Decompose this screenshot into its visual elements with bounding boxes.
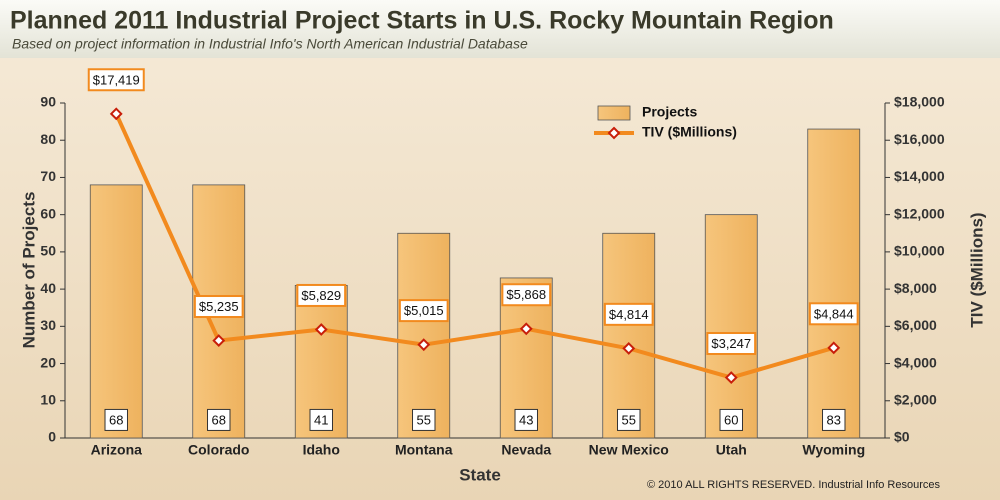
bar-value-label-box	[309, 408, 333, 431]
bar-value-label: 41	[314, 412, 328, 427]
y-tick-label: 90	[40, 94, 56, 110]
line-value-label-box	[603, 302, 654, 326]
line-value-label-box	[193, 295, 244, 319]
bar-value-label-box	[617, 408, 641, 431]
y2-tick-label: $4,000	[894, 354, 937, 370]
marker	[212, 334, 226, 347]
y2-axis-title: TIV ($Millions)	[967, 212, 986, 327]
footer: © 2010 ALL RIGHTS RESERVED. Industrial I…	[647, 479, 941, 491]
bar	[602, 232, 656, 439]
legend-label: TIV ($Millions)	[642, 124, 737, 140]
line-value-label-box	[501, 283, 552, 307]
line-value-label: $4,814	[609, 307, 649, 322]
bar-value-label-box	[822, 408, 846, 431]
bar-value-label: 43	[519, 412, 533, 427]
line-value-label: $5,015	[404, 303, 444, 318]
y2-tick-label: $2,000	[894, 391, 937, 407]
marker	[109, 107, 123, 121]
bar-value-label-box	[514, 408, 538, 431]
chart-title: Planned 2011 Industrial Project Starts i…	[10, 7, 834, 35]
x-tick-label: Montana	[395, 442, 453, 458]
bar-value-label: 60	[724, 412, 738, 427]
bar-value-label-box	[207, 408, 231, 431]
marker	[417, 338, 431, 352]
bar-value-label-box	[412, 408, 436, 431]
legend-marker	[607, 126, 621, 140]
bar	[807, 128, 861, 439]
line-value-label: $5,868	[506, 287, 546, 302]
x-tick-label: Arizona	[91, 442, 143, 458]
line-value-label-box	[296, 283, 347, 307]
line-value-label: $5,235	[199, 299, 239, 314]
y-tick-label: 40	[40, 280, 56, 296]
x-tick-label: Utah	[716, 442, 747, 458]
bar-value-label: 68	[109, 412, 123, 427]
bar-value-label: 83	[827, 412, 841, 427]
line-value-label-box	[398, 299, 449, 323]
line-value-label: $17,419	[93, 72, 140, 87]
x-tick-label: Wyoming	[802, 442, 865, 458]
marker	[724, 371, 738, 384]
y-tick-label: 0	[48, 429, 56, 445]
chart-subtitle: Based on project information in Industri…	[12, 36, 528, 52]
y-tick-label: 50	[40, 243, 56, 259]
header	[0, 0, 1000, 58]
line-value-label: $4,844	[814, 306, 854, 321]
bar	[397, 232, 451, 439]
bar-value-label: 55	[417, 412, 431, 427]
marker	[519, 322, 533, 336]
line-value-label-box	[706, 332, 757, 356]
y2-tick-label: $0	[894, 429, 910, 445]
line-value-label-box	[808, 302, 859, 326]
y2-tick-label: $18,000	[894, 94, 945, 110]
y-tick-label: 10	[40, 391, 56, 407]
bar	[704, 214, 758, 439]
bar-value-label-box	[719, 408, 743, 431]
x-tick-label: Idaho	[303, 442, 340, 458]
y-tick-label: 70	[40, 168, 56, 184]
y2-tick-label: $10,000	[894, 243, 945, 259]
x-tick-label: New Mexico	[589, 442, 669, 458]
y2-tick-label: $6,000	[894, 317, 937, 333]
line-value-label: $3,247	[711, 336, 751, 351]
marker	[827, 341, 841, 355]
y-axis-title: Number of Projects	[19, 192, 38, 349]
x-tick-label: Colorado	[188, 442, 249, 458]
legend-label: Projects	[642, 104, 697, 120]
line	[114, 112, 835, 380]
marker	[622, 341, 636, 355]
marker	[314, 323, 328, 336]
line-value-label-box	[87, 68, 145, 92]
legend-swatch	[597, 105, 631, 121]
bar-value-label-box	[104, 408, 128, 431]
bar	[89, 184, 143, 439]
bar-value-label: 55	[622, 412, 636, 427]
x-axis-title: State	[459, 465, 501, 484]
y2-tick-label: $8,000	[894, 280, 937, 296]
y-tick-label: 20	[40, 354, 56, 370]
y2-tick-label: $16,000	[894, 131, 945, 147]
y2-tick-label: $12,000	[894, 205, 945, 221]
x-tick-label: Nevada	[501, 442, 551, 458]
y-tick-label: 80	[40, 131, 56, 147]
y-tick-label: 30	[40, 317, 56, 333]
line-value-label: $5,829	[301, 288, 341, 303]
y2-tick-label: $14,000	[894, 168, 945, 184]
y-tick-label: 60	[40, 205, 56, 221]
bar-value-label: 68	[212, 412, 226, 427]
